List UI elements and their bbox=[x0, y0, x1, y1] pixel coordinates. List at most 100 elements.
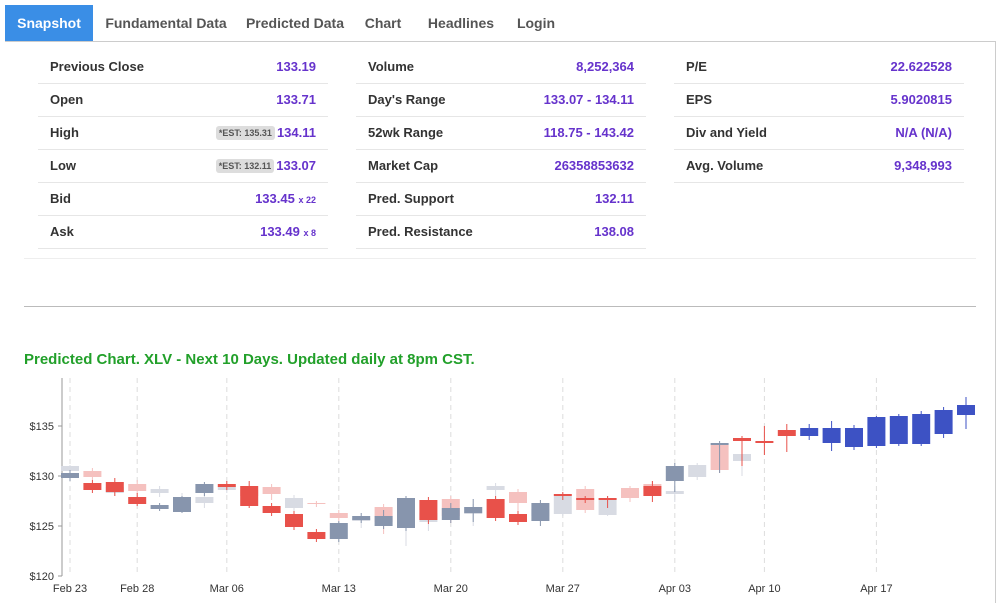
candle-body bbox=[352, 516, 371, 520]
row-label: Volume bbox=[368, 59, 414, 74]
separator bbox=[24, 306, 976, 307]
candle-body bbox=[643, 486, 662, 496]
candle-body bbox=[464, 507, 483, 513]
snapshot-row: Div and Yield N/A (N/A) bbox=[674, 117, 964, 150]
candle-body bbox=[889, 416, 908, 444]
candle-body bbox=[665, 491, 684, 494]
row-value: 5.9020815 bbox=[891, 92, 952, 107]
row-label: Day's Range bbox=[368, 92, 446, 107]
value-text: N/A (N/A) bbox=[895, 125, 952, 140]
size-text: x 8 bbox=[303, 228, 316, 238]
x-tick-label: Apr 17 bbox=[860, 583, 892, 595]
candle-body bbox=[83, 483, 102, 490]
row-value: 118.75 - 143.42 bbox=[544, 125, 634, 140]
tab[interactable]: Snapshot bbox=[5, 5, 93, 41]
candle-body bbox=[217, 484, 236, 487]
candle-body bbox=[486, 486, 505, 490]
x-tick-label: Apr 03 bbox=[659, 583, 691, 595]
snapshot-row: Bid 133.45 x 22 bbox=[38, 183, 328, 216]
row-label: Avg. Volume bbox=[686, 158, 764, 173]
tab[interactable]: Chart bbox=[364, 15, 402, 31]
candle-body bbox=[822, 428, 841, 443]
candle-body bbox=[285, 498, 303, 508]
snapshot-row: P/E 22.622528 bbox=[674, 51, 964, 84]
candle-body bbox=[441, 508, 460, 520]
tab[interactable]: Headlines bbox=[427, 15, 495, 31]
snapshot-row: Day's Range 133.07 - 134.11 bbox=[356, 84, 646, 117]
tab-bar-line bbox=[5, 41, 996, 42]
tab[interactable]: Fundamental Data bbox=[105, 15, 227, 31]
row-value: 26358853632 bbox=[554, 158, 634, 173]
snapshot-row: Market Cap 26358853632 bbox=[356, 150, 646, 183]
tab[interactable]: Predicted Data bbox=[245, 15, 345, 31]
snapshot-row: Open 133.71 bbox=[38, 84, 328, 117]
candle-body bbox=[800, 428, 819, 436]
row-label: Low bbox=[50, 158, 76, 173]
candle-body bbox=[329, 523, 348, 539]
row-label: Div and Yield bbox=[686, 125, 767, 140]
candle-body bbox=[374, 516, 393, 526]
candle-body bbox=[195, 484, 214, 493]
candle-body bbox=[777, 430, 796, 436]
x-tick-label: Mar 06 bbox=[210, 583, 244, 595]
candle-body bbox=[128, 497, 147, 504]
row-value: 132.11 bbox=[595, 191, 634, 206]
candle-body bbox=[912, 414, 931, 444]
x-tick-label: Mar 20 bbox=[434, 583, 468, 595]
snapshot-row: Low *EST: 132.11 133.07 bbox=[38, 150, 328, 183]
candle-body bbox=[83, 471, 102, 477]
candle-body bbox=[307, 503, 326, 504]
candle-body bbox=[755, 441, 774, 443]
row-value: 8,252,364 bbox=[576, 59, 634, 74]
value-text: 26358853632 bbox=[554, 158, 634, 173]
candle-body bbox=[285, 514, 303, 527]
candle-body bbox=[240, 486, 259, 506]
candle-body bbox=[262, 506, 281, 513]
candle-body bbox=[397, 498, 415, 528]
y-tick-label: $130 bbox=[30, 471, 54, 483]
value-text: 5.9020815 bbox=[890, 92, 952, 107]
row-value: *EST: 132.11 133.07 bbox=[215, 158, 316, 173]
row-label: Ask bbox=[50, 224, 74, 239]
row-value: 133.07 - 134.11 bbox=[544, 92, 634, 107]
y-tick-label: $135 bbox=[30, 421, 54, 433]
candle-body bbox=[710, 443, 729, 445]
candle-body bbox=[128, 484, 147, 491]
row-value: 133.49 x 8 bbox=[260, 224, 316, 239]
x-tick-label: Mar 27 bbox=[546, 583, 580, 595]
candle-body bbox=[845, 428, 863, 447]
row-value: N/A (N/A) bbox=[895, 125, 952, 140]
chart-title: Predicted Chart. XLV - Next 10 Days. Upd… bbox=[24, 351, 475, 368]
row-value: 138.08 bbox=[594, 224, 634, 239]
candle-body bbox=[486, 499, 505, 518]
value-text: 133.19 bbox=[276, 59, 316, 74]
snapshot-row: Ask 133.49 x 8 bbox=[38, 216, 328, 249]
row-value: 133.71 bbox=[276, 92, 316, 107]
snapshot-row: EPS 5.9020815 bbox=[674, 84, 964, 117]
row-value: 22.622528 bbox=[891, 59, 952, 74]
est-badge: *EST: 135.31 bbox=[215, 126, 275, 140]
candle-body bbox=[531, 503, 550, 521]
row-label: Pred. Support bbox=[368, 191, 454, 206]
candle-body bbox=[419, 500, 438, 520]
candle-body bbox=[150, 489, 169, 493]
value-text: 133.07 - 134.11 bbox=[543, 92, 634, 107]
row-label: Open bbox=[50, 92, 84, 107]
value-text: 133.45 bbox=[255, 191, 295, 206]
x-tick-label: Mar 13 bbox=[322, 583, 356, 595]
snapshot-row: High *EST: 135.31 134.11 bbox=[38, 117, 328, 150]
value-text: 8,252,364 bbox=[576, 59, 634, 74]
y-tick-label: $120 bbox=[30, 571, 54, 583]
row-value: *EST: 135.31 134.11 bbox=[215, 125, 316, 140]
candle-body bbox=[553, 496, 572, 514]
tab[interactable]: Login bbox=[516, 15, 556, 31]
size-text: x 22 bbox=[298, 195, 316, 205]
est-badge: *EST: 132.11 bbox=[215, 159, 275, 173]
row-label: Market Cap bbox=[368, 158, 439, 173]
row-label: EPS bbox=[686, 92, 713, 107]
value-text: 133.49 bbox=[260, 224, 300, 239]
row-value: 133.45 x 22 bbox=[255, 191, 316, 206]
candle-body bbox=[553, 494, 572, 496]
candle-body bbox=[957, 405, 975, 415]
snapshot-row: Pred. Support 132.11 bbox=[356, 183, 646, 216]
